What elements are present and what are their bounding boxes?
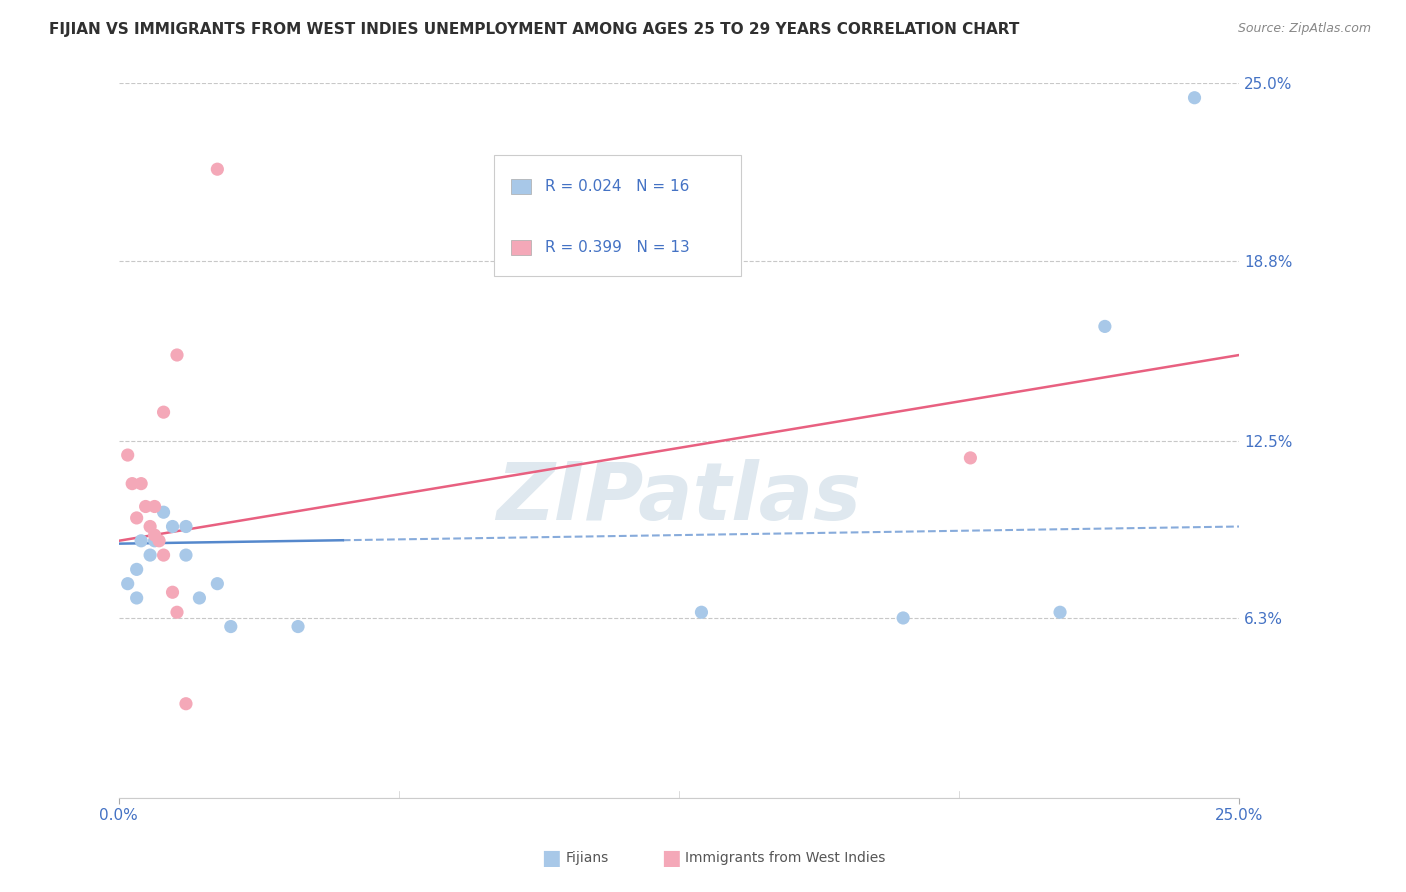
Point [1049, 605, 1071, 619]
Point [129, 533, 152, 548]
Point [143, 500, 166, 514]
Point [148, 533, 170, 548]
Point [125, 511, 148, 525]
Text: ZIPatlas: ZIPatlas [496, 458, 862, 537]
Point [129, 476, 152, 491]
Point [139, 519, 162, 533]
Point [207, 162, 229, 177]
Point [166, 605, 188, 619]
Point [174, 548, 197, 562]
Point [207, 576, 229, 591]
Point [188, 591, 211, 605]
FancyBboxPatch shape [494, 155, 741, 277]
Point [166, 348, 188, 362]
Point [287, 619, 309, 633]
Point [152, 548, 174, 562]
Point [959, 450, 981, 465]
Point [162, 585, 184, 599]
Text: Fijians: Fijians [565, 851, 609, 865]
Point [1094, 319, 1116, 334]
Point [219, 619, 242, 633]
Text: Source: ZipAtlas.com: Source: ZipAtlas.com [1237, 22, 1371, 36]
Text: ■: ■ [661, 848, 681, 868]
Point [139, 548, 162, 562]
Point [125, 562, 148, 576]
Point [152, 405, 174, 419]
Text: Immigrants from West Indies: Immigrants from West Indies [685, 851, 886, 865]
Point [135, 500, 157, 514]
Point [690, 605, 713, 619]
Text: R = 0.024   N = 16: R = 0.024 N = 16 [544, 179, 689, 194]
Point [1184, 91, 1206, 105]
Point [143, 528, 166, 542]
Point [143, 533, 166, 548]
Point [891, 611, 914, 625]
Point [162, 519, 184, 533]
Point [152, 505, 174, 519]
Point [117, 448, 139, 462]
Point [174, 697, 197, 711]
Text: ■: ■ [541, 848, 561, 868]
Text: R = 0.399   N = 13: R = 0.399 N = 13 [544, 240, 689, 255]
Point [117, 576, 139, 591]
Text: FIJIAN VS IMMIGRANTS FROM WEST INDIES UNEMPLOYMENT AMONG AGES 25 TO 29 YEARS COR: FIJIAN VS IMMIGRANTS FROM WEST INDIES UN… [49, 22, 1019, 37]
Point [125, 591, 148, 605]
Point [121, 476, 143, 491]
Bar [510, 240, 531, 255]
Bar [510, 178, 531, 194]
Point [174, 519, 197, 533]
